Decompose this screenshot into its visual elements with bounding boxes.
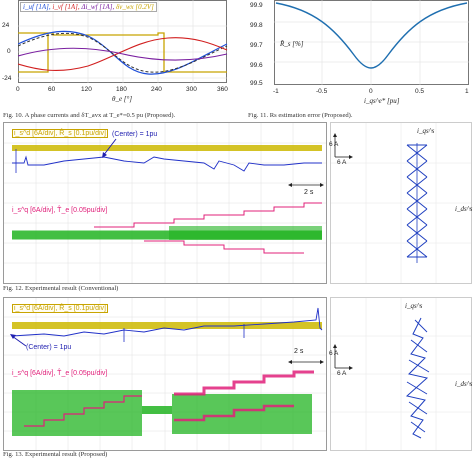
fig12-ids-label: i_ds^s [455, 205, 473, 213]
fig12-scope: i_s^d [6A/div], R̂_s [0.1pu/div] (Center… [3, 122, 327, 284]
fig13-grid [4, 298, 326, 450]
fig12-xy-plot [331, 123, 471, 283]
fig10-ytick: -24 [2, 75, 12, 82]
fig12-center-label: (Center) = 1pu [112, 131, 158, 138]
fig10-xlabel: θ_e [°] [112, 95, 133, 103]
fig13-center-arrow [10, 334, 27, 347]
fig11-ytick: 99.9 [250, 2, 263, 9]
fig10-xtick: 60 [48, 86, 56, 93]
fig11-ytick: 99.7 [250, 42, 263, 49]
fig11-xtick: 0 [369, 88, 373, 95]
fig11-xtick: -0.5 [316, 88, 328, 95]
fig11-xtick: -1 [273, 88, 279, 95]
fig11-xlabel: i_qs^e* [pu] [364, 97, 400, 105]
fig10-caption: Fig. 10. A phase currents and δT_avx at … [3, 112, 176, 119]
fig11-plot: 99.9 99.8 99.7 99.6 99.5 R̂_s [%] -1 -0.… [240, 0, 474, 110]
fig12-grid [4, 123, 326, 283]
fig11-ytick: 99.8 [250, 22, 263, 29]
fig13-scale-label: 6 A [329, 350, 339, 357]
fig13-scale-label-2: 6 A [337, 370, 347, 377]
fig10-xtick: 120 [81, 86, 92, 93]
fig10-xtick: 240 [151, 86, 162, 93]
fig12-bottom-label: i_s^q [6A/div], T̂_e [0.05pu/div] [12, 207, 108, 214]
fig10-xtick: 180 [116, 86, 127, 93]
fig12-xy: i_qs^s i_ds^s 6 A 6 A [329, 122, 473, 284]
fig12-top-label: i_s^d [6A/div], R̂_s [0.1pu/div] [12, 129, 108, 138]
fig12-caption: Fig. 12. Experimental result (Convention… [3, 285, 119, 292]
fig13-scope: i_s^d [6A/div], R̂_s [0.1pu/div] (Center… [3, 297, 327, 451]
fig11-caption: Fig. 11. Rs estimation error (Proposed). [248, 112, 353, 119]
fig10-legend-item: δv_wx [0.2V] [116, 3, 154, 11]
fig13-xy: i_qs^s i_ds^s 6 A 6 A [329, 297, 473, 451]
fig13-center-label: (Center) = 1pu [26, 344, 72, 351]
fig12-time-arrow [288, 183, 324, 187]
fig11-ytick: 99.5 [250, 80, 263, 87]
fig12-center-arrow [102, 138, 117, 158]
fig12-time-label: 2 s [304, 189, 314, 196]
fig11-axes [274, 0, 469, 85]
fig12-scale-label-2: 6 A [337, 159, 347, 166]
fig13-bottom-label: i_s^q [6A/div], T̂_e [0.05pu/div] [12, 370, 108, 377]
fig10-legend-item: i_uf [1A], [23, 3, 51, 11]
fig13-time-arrow [288, 360, 324, 364]
fig10-legend: i_uf [1A], i_vf [1A], Δi_wf [1A], δv_wx … [20, 2, 157, 12]
fig13-iqs-label: i_qs^s [405, 302, 423, 310]
fig11-ytick: 99.6 [250, 62, 263, 69]
fig13-caption: Fig. 13. Experimental result (Proposed) [3, 451, 108, 458]
fig12-scale-label: 6 A [329, 141, 339, 148]
fig10-ytick: 0 [7, 48, 11, 55]
fig10-xtick: 300 [186, 86, 197, 93]
fig11-xtick: 1 [465, 88, 469, 95]
fig10-xtick: 360 [217, 86, 228, 93]
fig10-axes [18, 0, 228, 83]
fig10-ytick: 24 [2, 22, 10, 29]
fig13-xy-plot [331, 298, 471, 450]
fig13-top-label: i_s^d [6A/div], R̂_s [0.1pu/div] [12, 304, 108, 313]
fig11-xtick: 0.5 [415, 88, 425, 95]
fig13-ids-label: i_ds^s [455, 380, 473, 388]
fig11-ylabel: R̂_s [%] [280, 40, 304, 48]
fig10-legend-item: i_vf [1A], [52, 3, 80, 11]
fig10-legend-item: Δi_wf [1A], [81, 3, 115, 11]
fig12-iqs-label: i_qs^s [417, 127, 435, 135]
fig13-time-label: 2 s [294, 348, 304, 355]
fig10-xtick: 0 [16, 86, 20, 93]
fig10-plot: 24 0 -24 i_uf [1A], i_vf [1A], Δi_wf [1A… [0, 0, 235, 110]
